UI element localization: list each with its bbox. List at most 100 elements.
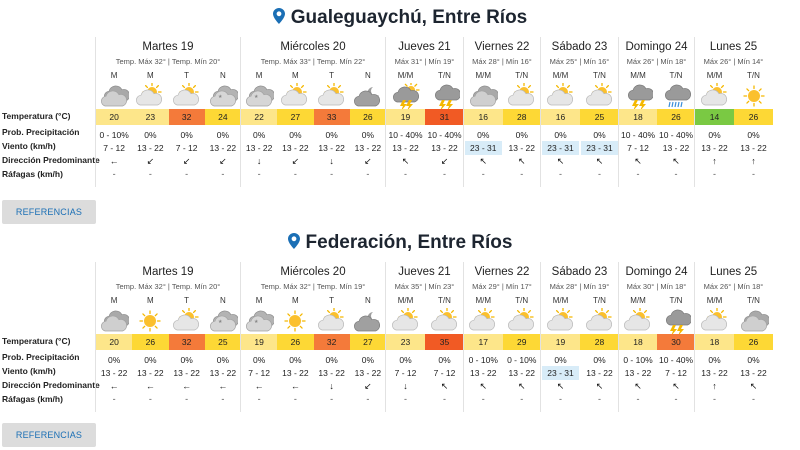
gust-cell: - (221, 394, 225, 404)
period-label: M (110, 296, 118, 305)
precip-cell: 0 - 10% (99, 130, 129, 140)
day-temp-range: Máx 29° | Mín 17° (472, 282, 532, 291)
partly-sunny-icon (546, 82, 576, 109)
precip-cell: 0% (252, 355, 266, 365)
cloudy-icon (99, 308, 131, 334)
city-forecast-2: Federación, Entre Ríos Temperatura (°C) P… (0, 225, 800, 450)
day-name: Jueves 21 (398, 266, 451, 278)
wind-direction-icon: ↖ (749, 381, 758, 391)
period-label: T/N (438, 296, 451, 305)
period-label: M (292, 71, 299, 80)
forecast-grid: Temperatura (°C) Prob. Precipitación Vient… (0, 262, 800, 412)
day-column: Sábado 23 Máx 28° | Mín 19° M/M 19 0% 23 - 31… (540, 262, 619, 412)
cloudy-icon (468, 83, 500, 109)
wind-cell: 7 - 12 (665, 368, 687, 378)
svg-text:★: ★ (218, 319, 223, 325)
referencias-button[interactable]: REFERENCIAS (2, 200, 96, 224)
cloudy-icon (99, 83, 131, 109)
period-label: T (184, 71, 190, 80)
period-label: T/N (515, 296, 529, 305)
row-label-precip: Prob. Precipitación (2, 127, 80, 137)
partly-sunny-icon (280, 82, 310, 109)
partly-sunny-icon (585, 307, 615, 334)
temperature-cell: 35 (425, 334, 464, 350)
day-temp-range: Máx 25° | Mín 16° (549, 57, 610, 66)
day-name: Sábado 23 (551, 266, 608, 278)
temperature-cell: 19 (241, 334, 278, 350)
temperature-cell: 33 (313, 109, 350, 125)
day-column: Miércoles 20 Temp. Máx 33° | Temp. Mín 22… (240, 37, 386, 187)
precip-cell: 0% (361, 130, 375, 140)
period-label: T/N (747, 296, 760, 305)
wind-cell: 13 - 22 (470, 368, 497, 378)
wind-cell: 13 - 22 (431, 143, 458, 153)
wind-cell: 13 - 22 (282, 368, 309, 378)
wind-cell: 13 - 22 (586, 368, 613, 378)
precip-cell: 0% (399, 355, 412, 365)
precip-cell: 10 - 40% (658, 355, 694, 365)
wind-direction-icon: ↖ (440, 381, 449, 391)
svg-text:★: ★ (218, 94, 223, 100)
temperature-cell: 24 (204, 109, 241, 125)
precip-cell: 0% (747, 355, 760, 365)
wind-direction-icon: ↙ (364, 381, 372, 391)
wind-cell: 7 - 12 (103, 143, 125, 153)
precip-cell: 0% (144, 355, 157, 365)
wind-cell: 23 - 31 (581, 141, 618, 155)
precip-cell: 0% (216, 355, 230, 365)
storm-icon (623, 83, 655, 111)
period-label: M (292, 296, 299, 305)
gust-cell: - (674, 169, 678, 179)
precip-cell: 0% (325, 130, 338, 140)
gust-cell: - (366, 394, 370, 404)
city-name: Federación, Entre Ríos (305, 232, 513, 253)
period-label: M/M (397, 71, 414, 80)
precip-cell: 10 - 40% (658, 130, 694, 140)
temperature-cell: 25 (204, 334, 241, 350)
sunny-icon (739, 83, 769, 109)
day-column: Martes 19 Temp. Máx 32° | Temp. Mín 20° M 2… (95, 262, 241, 412)
wind-direction-icon: ↓ (256, 156, 262, 166)
partly-sunny-icon (623, 307, 653, 334)
wind-cell: 13 - 22 (662, 143, 690, 153)
gust-cell: - (443, 169, 446, 179)
partly-sunny-icon (468, 307, 498, 334)
wind-direction-icon: ↖ (672, 156, 680, 166)
period-label: M/M (630, 296, 646, 305)
cloudy-night-icon: ★ (208, 308, 239, 334)
wind-cell: 7 - 12 (394, 368, 417, 378)
temperature-cell: 25 (580, 109, 619, 125)
wind-direction-icon: ← (254, 381, 264, 391)
gust-cell: - (148, 394, 152, 404)
temperature-cell: 30 (657, 334, 695, 350)
day-name: Domingo 24 (625, 266, 688, 278)
precip-cell: 0% (216, 130, 230, 140)
day-temp-range: Máx 26° | Mín 18° (703, 282, 764, 291)
precip-cell: 0 - 10% (507, 355, 537, 365)
period-label: M/M (706, 296, 723, 305)
gust-cell: - (112, 169, 116, 179)
gust-cell: - (636, 169, 640, 179)
temperature-cell: 23 (386, 334, 425, 350)
partly-sunny-icon (700, 307, 730, 334)
gust-cell: - (713, 169, 716, 179)
period-label: T/N (593, 71, 606, 80)
wind-direction-icon: ↖ (556, 381, 565, 391)
day-temp-range: Temp. Máx 32° | Temp. Mín 20° (115, 282, 221, 291)
precip-cell: 0% (554, 130, 567, 140)
temperature-cell: 23 (132, 109, 169, 125)
precip-cell: 0 - 10% (623, 355, 653, 365)
day-column: Viernes 22 Máx 29° | Mín 17° M/M 17 0 - 10% 1… (463, 262, 541, 412)
partly-cloudy-night-icon (353, 83, 383, 109)
referencias-button[interactable]: REFERENCIAS (2, 423, 96, 447)
wind-direction-icon: ↖ (634, 156, 642, 166)
day-name: Viernes 22 (474, 41, 530, 53)
wind-cell: 13 - 22 (740, 143, 767, 153)
temperature-cell: 28 (502, 109, 541, 125)
day-temp-range: Temp. Máx 32° | Temp. Mín 20° (115, 57, 221, 66)
wind-direction-icon: ← (145, 381, 155, 391)
gust-cell: - (330, 394, 334, 404)
gust-cell: - (257, 169, 261, 179)
period-label: M (110, 71, 118, 80)
cloudy-icon (739, 308, 770, 334)
